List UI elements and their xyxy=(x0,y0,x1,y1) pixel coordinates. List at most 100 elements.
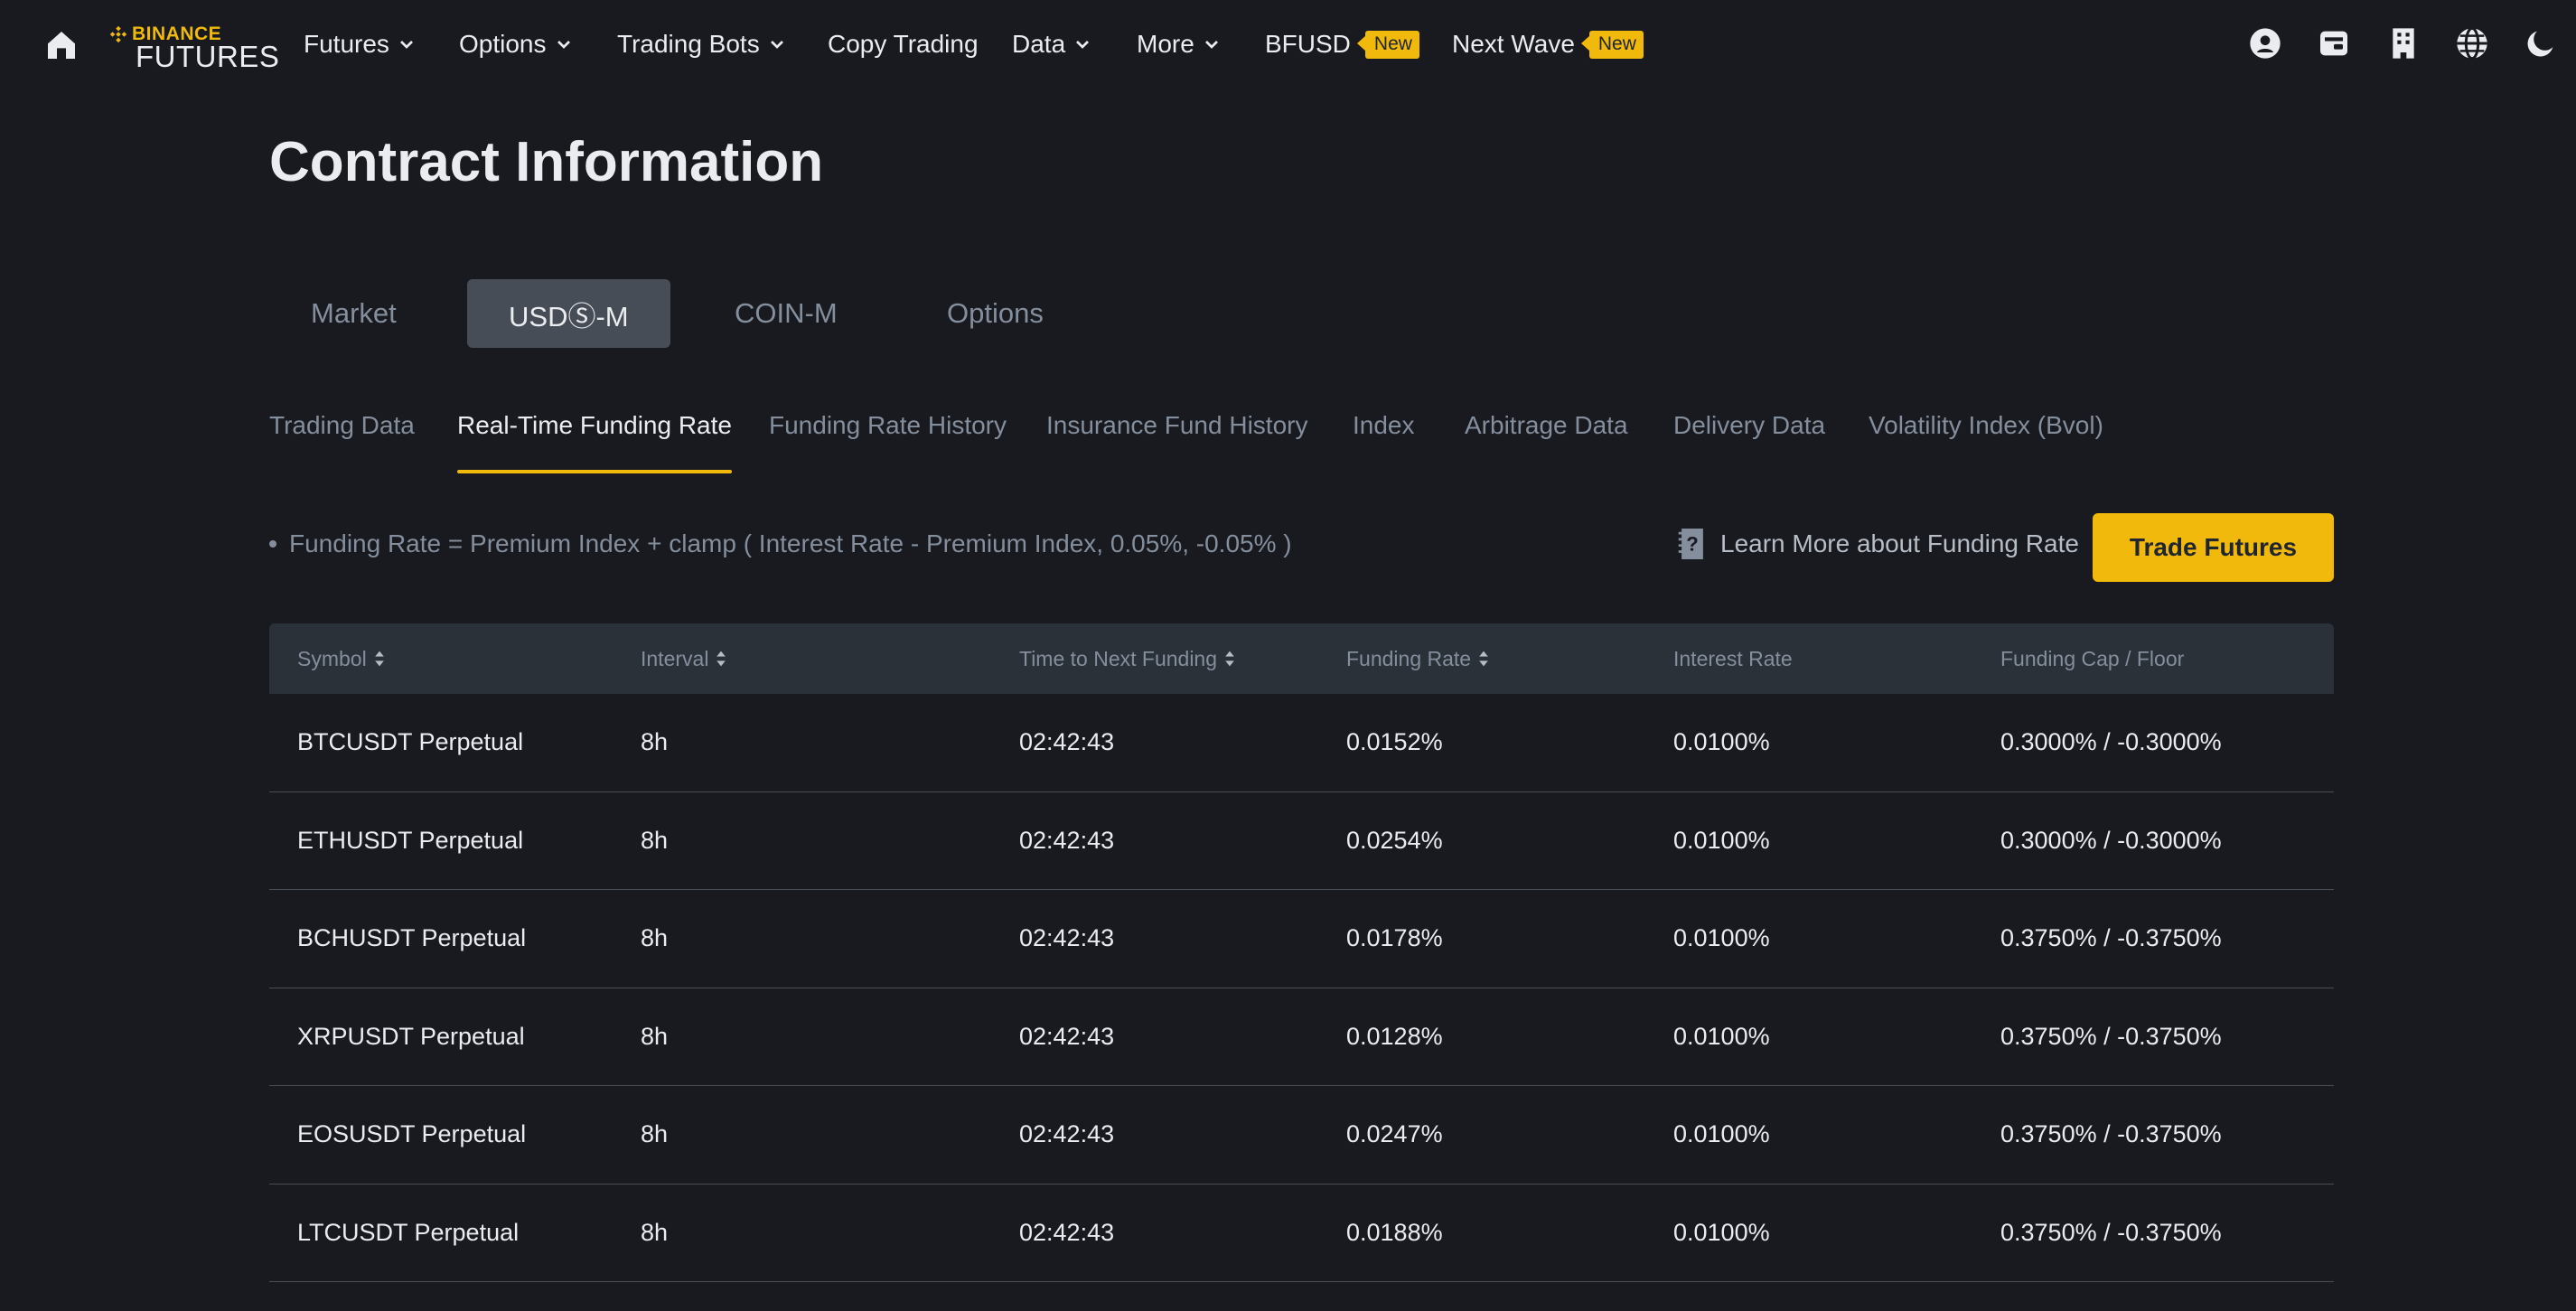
nav-bfusd-label: BFUSD xyxy=(1265,30,1351,58)
cell-symbol: BCHUSDT Perpetual xyxy=(297,924,527,952)
column-header-time-to-next-funding[interactable]: Time to Next Funding xyxy=(1019,623,1235,694)
table-row: EOSUSDT Perpetual 8h 02:42:43 0.0247% 0.… xyxy=(269,1086,2334,1185)
new-badge: New xyxy=(1580,30,1644,59)
globe-icon[interactable] xyxy=(2454,25,2490,61)
binance-futures-logo[interactable]: BINANCE FUTURES xyxy=(108,23,279,73)
tab-usds-m[interactable]: USDⓈ-M xyxy=(467,279,670,348)
funding-rate-table: Symbol Interval Time to Next Funding Fun… xyxy=(269,623,2334,1282)
cell-funding-rate: 0.0128% xyxy=(1346,1022,1443,1050)
tab-coin-m[interactable]: COIN-M xyxy=(735,297,838,329)
table-row: LTCUSDT Perpetual 8h 02:42:43 0.0188% 0.… xyxy=(269,1185,2334,1282)
subtab-trading-data[interactable]: Trading Data xyxy=(269,411,415,439)
moon-icon[interactable] xyxy=(2523,25,2559,61)
column-header-label: Interest Rate xyxy=(1673,646,1793,670)
table-row: ETHUSDT Perpetual 8h 02:42:43 0.0254% 0.… xyxy=(269,792,2334,890)
page-title: Contract Information xyxy=(269,131,824,193)
sort-icon xyxy=(1225,651,1234,667)
logo-brand-text: BINANCE xyxy=(132,23,222,44)
logo-product-text: FUTURES xyxy=(136,40,280,73)
column-header-label: Funding Cap / Floor xyxy=(2000,646,2185,670)
column-header-interest-rate: Interest Rate xyxy=(1673,623,1793,694)
building-icon[interactable] xyxy=(2385,25,2421,61)
tab-market[interactable]: Market xyxy=(311,297,397,329)
new-badge: New xyxy=(1356,30,1419,59)
cell-time-to-next-funding: 02:42:43 xyxy=(1019,924,1115,952)
cell-time-to-next-funding: 02:42:43 xyxy=(1019,1022,1115,1050)
cell-interest-rate: 0.0100% xyxy=(1673,1022,1770,1050)
subtab-arbitrage-data[interactable]: Arbitrage Data xyxy=(1465,411,1628,439)
column-header-label: Funding Rate xyxy=(1346,646,1472,670)
nav-data-label: Data xyxy=(1012,30,1066,58)
cell-interval: 8h xyxy=(641,1218,669,1246)
cell-interest-rate: 0.0100% xyxy=(1673,1120,1770,1148)
cell-interest-rate: 0.0100% xyxy=(1673,728,1770,756)
learn-more-link[interactable]: ? Learn More about Funding Rate xyxy=(1677,527,2079,561)
cell-time-to-next-funding: 02:42:43 xyxy=(1019,1120,1115,1148)
cell-interest-rate: 0.0100% xyxy=(1673,1218,1770,1246)
cell-funding-cap-floor: 0.3750% / -0.3750% xyxy=(2000,1120,2222,1148)
cell-time-to-next-funding: 02:42:43 xyxy=(1019,1218,1115,1246)
cell-funding-cap-floor: 0.3750% / -0.3750% xyxy=(2000,924,2222,952)
wallet-icon[interactable] xyxy=(2316,25,2352,61)
chevron-down-icon xyxy=(1076,41,1090,49)
table-header: Symbol Interval Time to Next Funding Fun… xyxy=(269,623,2334,694)
nav-bfusd[interactable]: BFUSD New xyxy=(1265,25,1419,63)
column-header-funding-rate[interactable]: Funding Rate xyxy=(1346,623,1489,694)
cell-funding-cap-floor: 0.3750% / -0.3750% xyxy=(2000,1218,2222,1246)
cell-funding-rate: 0.0178% xyxy=(1346,924,1443,952)
nav-futures[interactable]: Futures xyxy=(304,25,415,63)
sort-icon xyxy=(374,651,384,667)
subtab-volatility-index[interactable]: Volatility Index (Bvol) xyxy=(1869,411,2103,439)
cell-symbol: ETHUSDT Perpetual xyxy=(297,826,524,854)
nav-trading-bots[interactable]: Trading Bots xyxy=(617,25,785,63)
funding-formula: Funding Rate = Premium Index + clamp ( I… xyxy=(269,529,1292,558)
cell-symbol: LTCUSDT Perpetual xyxy=(297,1218,520,1246)
nav-more-label: More xyxy=(1137,30,1194,58)
top-nav: BINANCE FUTURES Futures Options Trading … xyxy=(0,0,2576,89)
cell-interval: 8h xyxy=(641,1120,669,1148)
cell-funding-rate: 0.0152% xyxy=(1346,728,1443,756)
chevron-down-icon xyxy=(770,41,783,49)
funding-formula-text: Funding Rate = Premium Index + clamp ( I… xyxy=(289,529,1292,557)
cell-interest-rate: 0.0100% xyxy=(1673,826,1770,854)
cell-interval: 8h xyxy=(641,826,669,854)
cell-interval: 8h xyxy=(641,1022,669,1050)
nav-copy-trading-label: Copy Trading xyxy=(828,30,979,58)
nav-futures-label: Futures xyxy=(304,30,389,58)
learn-more-label: Learn More about Funding Rate xyxy=(1720,529,2079,557)
subtab-delivery-data[interactable]: Delivery Data xyxy=(1673,411,1826,439)
table-row: XRPUSDT Perpetual 8h 02:42:43 0.0128% 0.… xyxy=(269,988,2334,1086)
column-header-interval[interactable]: Interval xyxy=(641,623,726,694)
column-header-label: Interval xyxy=(641,646,709,670)
cell-funding-cap-floor: 0.3750% / -0.3750% xyxy=(2000,1022,2222,1050)
cell-funding-rate: 0.0188% xyxy=(1346,1218,1443,1246)
cell-symbol: EOSUSDT Perpetual xyxy=(297,1120,527,1148)
user-icon[interactable] xyxy=(2247,25,2283,61)
cell-interest-rate: 0.0100% xyxy=(1673,924,1770,952)
cell-symbol: XRPUSDT Perpetual xyxy=(297,1022,525,1050)
chevron-down-icon xyxy=(1204,41,1218,49)
column-header-funding-cap-floor: Funding Cap / Floor xyxy=(2000,623,2184,694)
table-row: BTCUSDT Perpetual 8h 02:42:43 0.0152% 0.… xyxy=(269,694,2334,792)
subtab-funding-rate-history[interactable]: Funding Rate History xyxy=(769,411,1007,439)
tab-options[interactable]: Options xyxy=(947,297,1044,329)
subtab-insurance-fund-history[interactable]: Insurance Fund History xyxy=(1046,411,1308,439)
nav-options-label: Options xyxy=(459,30,547,58)
nav-data[interactable]: Data xyxy=(1012,25,1091,63)
column-header-label: Symbol xyxy=(297,646,367,670)
sort-icon xyxy=(717,651,726,667)
chevron-down-icon xyxy=(399,41,413,49)
nav-options[interactable]: Options xyxy=(459,25,572,63)
nav-trading-bots-label: Trading Bots xyxy=(617,30,760,58)
column-header-symbol[interactable]: Symbol xyxy=(297,623,385,694)
home-icon[interactable] xyxy=(43,27,80,63)
subtab-real-time-funding-rate[interactable]: Real-Time Funding Rate xyxy=(457,408,732,473)
sort-icon xyxy=(1479,651,1488,667)
cell-funding-rate: 0.0254% xyxy=(1346,826,1443,854)
trade-futures-button[interactable]: Trade Futures xyxy=(2093,513,2334,582)
nav-next-wave[interactable]: Next Wave New xyxy=(1452,25,1644,63)
nav-more[interactable]: More xyxy=(1137,25,1220,63)
subtab-index[interactable]: Index xyxy=(1353,411,1415,439)
cell-time-to-next-funding: 02:42:43 xyxy=(1019,728,1115,756)
nav-copy-trading[interactable]: Copy Trading xyxy=(828,25,979,63)
